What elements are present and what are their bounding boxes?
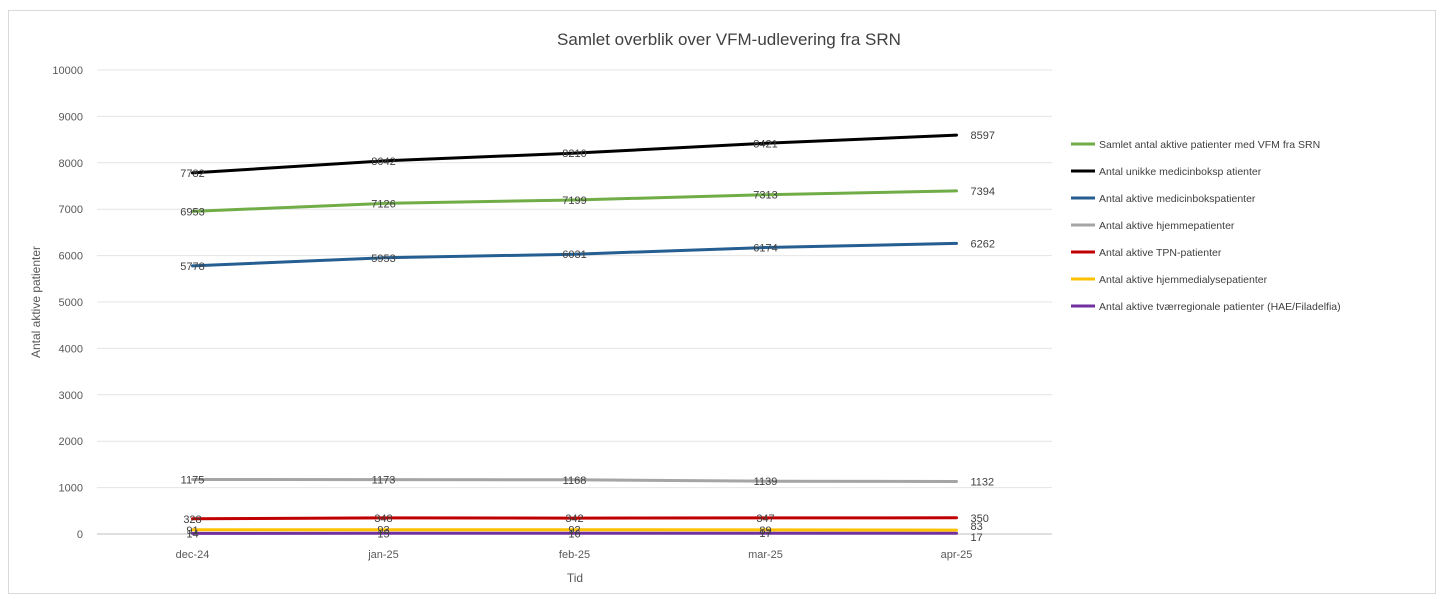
legend-label: Antal aktive medicinbokspatienter <box>1099 193 1256 205</box>
data-label: 6262 <box>971 238 995 250</box>
legend-label: Antal aktive tværregionale patienter (HA… <box>1099 301 1341 313</box>
data-label: 1132 <box>971 476 995 488</box>
data-label: 8597 <box>971 130 995 142</box>
legend-label: Antal aktive TPN-patienter <box>1099 247 1222 259</box>
data-label: 5778 <box>180 261 204 273</box>
data-label: 17 <box>759 528 771 540</box>
series-line-2 <box>191 241 958 268</box>
data-label: 348 <box>374 513 392 525</box>
y-axis-title: Antal aktive patienter <box>29 246 43 358</box>
data-label: 83 <box>971 521 983 533</box>
y-tick-label: 10000 <box>52 65 83 77</box>
data-label: 7313 <box>753 190 777 202</box>
data-label: 342 <box>565 513 583 525</box>
data-label: 8042 <box>371 156 395 168</box>
y-tick-label: 5000 <box>59 297 83 309</box>
series-line-1 <box>191 133 958 175</box>
series-line-4 <box>191 516 958 521</box>
x-tick-label: feb-25 <box>559 549 590 561</box>
data-label: 328 <box>183 514 201 526</box>
data-label: 17 <box>971 532 983 544</box>
x-tick-label: dec-24 <box>176 549 210 561</box>
data-label: 8210 <box>562 148 586 160</box>
legend-label: Samlet antal aktive patienter med VFM fr… <box>1099 139 1320 151</box>
chart-title: Samlet overblik over VFM-udlevering fra … <box>557 30 901 49</box>
x-axis-title: Tid <box>567 571 583 585</box>
y-tick-label: 0 <box>77 529 83 541</box>
data-label: 6031 <box>562 249 586 261</box>
data-label: 7782 <box>180 168 204 180</box>
data-label: 16 <box>568 528 580 540</box>
data-label: 8421 <box>753 138 777 150</box>
data-label: 15 <box>377 528 389 540</box>
data-label: 1139 <box>754 476 778 488</box>
y-tick-label: 9000 <box>59 111 83 123</box>
data-label: 347 <box>756 513 774 525</box>
data-label: 7394 <box>971 186 995 198</box>
x-tick-label: apr-25 <box>941 549 973 561</box>
data-label: 1173 <box>372 475 396 487</box>
y-tick-label: 2000 <box>59 436 83 448</box>
x-tick-label: jan-25 <box>367 549 399 561</box>
data-label: 7126 <box>371 198 395 210</box>
data-label: 92 <box>568 525 580 537</box>
y-tick-label: 6000 <box>59 251 83 263</box>
legend-label: Antal aktive hjemmepatienter <box>1099 220 1235 232</box>
data-label: 350 <box>971 513 989 525</box>
data-label: 91 <box>186 525 198 537</box>
y-tick-label: 4000 <box>59 343 83 355</box>
data-label: 5953 <box>371 253 395 265</box>
data-label: 89 <box>759 525 771 537</box>
data-label: 1175 <box>181 474 205 486</box>
data-label: 1168 <box>563 475 587 487</box>
series-line-3 <box>191 478 958 483</box>
y-tick-label: 1000 <box>59 483 83 495</box>
y-tick-label: 8000 <box>59 158 83 170</box>
y-tick-label: 7000 <box>59 204 83 216</box>
x-tick-label: mar-25 <box>748 549 783 561</box>
data-label: 7199 <box>562 195 586 207</box>
data-label: 6953 <box>180 206 204 218</box>
y-tick-label: 3000 <box>59 390 83 402</box>
series-line-0 <box>191 189 958 213</box>
data-label: 93 <box>377 525 389 537</box>
legend-label: Antal unikke medicinboksp atienter <box>1099 166 1262 178</box>
data-label: 6174 <box>753 243 777 255</box>
data-label: 14 <box>186 528 198 540</box>
legend-label: Antal aktive hjemmedialysepatienter <box>1099 274 1268 286</box>
